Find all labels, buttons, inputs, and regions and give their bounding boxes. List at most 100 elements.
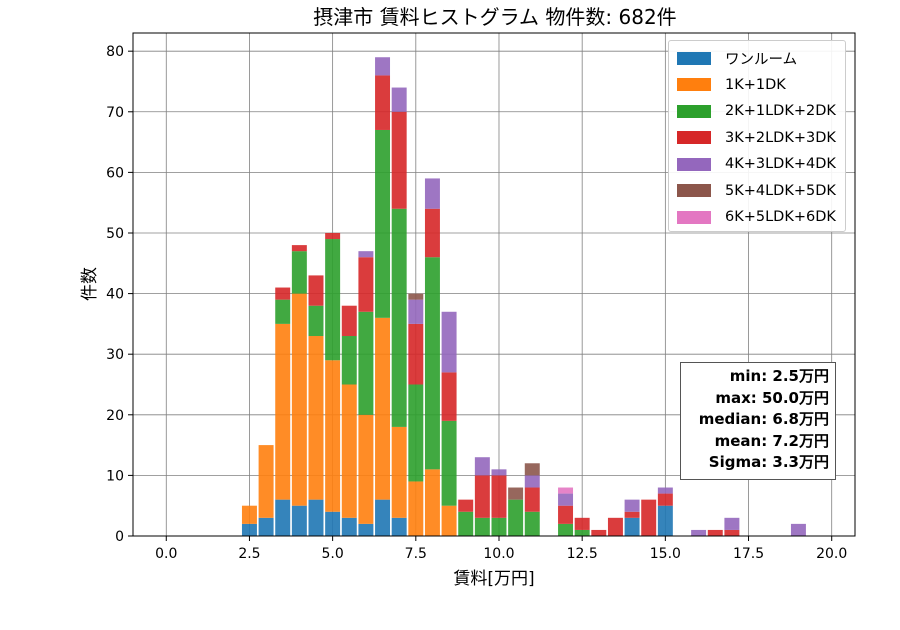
bar-segment-1 bbox=[241, 505, 257, 524]
stat-mean: mean: 7.2万円 bbox=[714, 431, 829, 450]
x-tick-label: 17.5 bbox=[733, 546, 764, 562]
bar-segment-4 bbox=[558, 493, 574, 506]
legend: ワンルーム 1K+1DK 2K+1LDK+2DK 3K+2LDK+3DK 4K+… bbox=[668, 40, 846, 232]
bar-segment-3 bbox=[707, 529, 723, 536]
bar-segment-3 bbox=[358, 257, 374, 312]
stat-sigma: Sigma: 3.3万円 bbox=[708, 453, 829, 471]
bar-segment-2 bbox=[441, 420, 457, 506]
bar-segment-1 bbox=[291, 293, 307, 506]
y-tick-label: 50 bbox=[106, 226, 124, 242]
bar-segment-2 bbox=[275, 299, 291, 324]
x-tick-label: 20.0 bbox=[816, 546, 847, 562]
y-tick-label: 10 bbox=[106, 468, 124, 484]
x-tick-label: 2.5 bbox=[238, 546, 260, 562]
bar-segment-4 bbox=[524, 475, 540, 488]
bar-segment-0 bbox=[341, 517, 357, 536]
bar-segment-4 bbox=[657, 487, 673, 494]
bar-segment-5 bbox=[524, 463, 540, 476]
bar-segment-2 bbox=[291, 251, 307, 294]
bar-segment-0 bbox=[358, 523, 374, 536]
bar-segment-0 bbox=[325, 511, 341, 536]
y-tick-label: 30 bbox=[106, 347, 124, 363]
x-tick-label: 15.0 bbox=[650, 546, 681, 562]
bar-segment-3 bbox=[441, 372, 457, 421]
bar-segment-1 bbox=[375, 317, 391, 500]
bar-segment-2 bbox=[308, 305, 324, 337]
bar-segment-3 bbox=[591, 529, 607, 536]
bar-segment-1 bbox=[441, 505, 457, 536]
bar-segment-1 bbox=[424, 469, 440, 536]
stat-min: min: 2.5万円 bbox=[729, 367, 829, 385]
legend-item-6k: 6K+5LDK+6DK bbox=[677, 204, 845, 231]
bar-segment-6 bbox=[558, 487, 574, 494]
bar-segment-4 bbox=[441, 311, 457, 373]
y-tick-label: 80 bbox=[106, 44, 124, 60]
legend-label-4k: 4K+3LDK+4DK bbox=[725, 156, 836, 173]
bar-segment-1 bbox=[341, 384, 357, 518]
bar-segment-3 bbox=[474, 475, 490, 518]
bar-segment-3 bbox=[624, 511, 640, 518]
bar-segment-2 bbox=[558, 523, 574, 536]
y-tick-label: 60 bbox=[106, 165, 124, 181]
legend-label-oneroom: ワンルーム bbox=[725, 51, 798, 68]
legend-label-5k: 5K+4LDK+5DK bbox=[725, 182, 836, 199]
bar-segment-2 bbox=[474, 517, 490, 536]
legend-swatch-1k bbox=[677, 78, 711, 92]
bar-segment-0 bbox=[657, 505, 673, 536]
y-tick-label: 70 bbox=[106, 105, 124, 121]
y-tick-label: 20 bbox=[106, 408, 124, 424]
bars bbox=[241, 57, 806, 536]
bar-segment-2 bbox=[574, 529, 590, 536]
stats-annotation: min: 2.5万円 max: 50.0万円 median: 6.8万円 mea… bbox=[680, 362, 836, 480]
bar-segment-1 bbox=[358, 414, 374, 524]
legend-label-2k: 2K+1LDK+2DK bbox=[725, 103, 836, 120]
x-tick-label: 10.0 bbox=[483, 546, 514, 562]
legend-swatch-4k bbox=[677, 157, 711, 171]
bar-segment-2 bbox=[325, 239, 341, 361]
legend-item-oneroom: ワンルーム bbox=[677, 45, 845, 72]
bar-segment-2 bbox=[424, 257, 440, 470]
bar-segment-2 bbox=[375, 129, 391, 318]
bar-segment-2 bbox=[341, 336, 357, 385]
legend-swatch-5k bbox=[677, 184, 711, 198]
legend-swatch-2k bbox=[677, 104, 711, 118]
bar-segment-3 bbox=[607, 517, 623, 536]
legend-swatch-oneroom bbox=[677, 51, 711, 65]
bar-segment-3 bbox=[375, 75, 391, 130]
bar-segment-4 bbox=[424, 178, 440, 209]
bar-segment-2 bbox=[524, 511, 540, 536]
bar-segment-2 bbox=[391, 208, 407, 427]
bar-segment-0 bbox=[241, 523, 257, 536]
legend-item-4k: 4K+3LDK+4DK bbox=[677, 151, 845, 178]
bar-segment-4 bbox=[375, 57, 391, 76]
bar-segment-2 bbox=[491, 517, 507, 536]
stat-max: max: 50.0万円 bbox=[715, 388, 829, 407]
legend-item-1k: 1K+1DK bbox=[677, 72, 845, 99]
bar-segment-4 bbox=[491, 469, 507, 476]
bar-segment-4 bbox=[691, 529, 707, 536]
x-tick-label: 5.0 bbox=[321, 546, 343, 562]
legend-label-3k: 3K+2LDK+3DK bbox=[725, 129, 836, 146]
bar-segment-4 bbox=[624, 499, 640, 512]
bar-segment-3 bbox=[524, 487, 540, 512]
bar-segment-3 bbox=[408, 323, 424, 385]
bar-segment-0 bbox=[308, 499, 324, 536]
bar-segment-4 bbox=[391, 87, 407, 112]
bar-segment-2 bbox=[358, 311, 374, 415]
bar-segment-4 bbox=[790, 523, 806, 536]
legend-swatch-6k bbox=[677, 210, 711, 224]
bar-segment-1 bbox=[308, 336, 324, 500]
bar-segment-1 bbox=[391, 426, 407, 518]
legend-item-2k: 2K+1LDK+2DK bbox=[677, 98, 845, 125]
x-axis-label: 賃料[万円] bbox=[453, 569, 534, 589]
bar-segment-2 bbox=[408, 384, 424, 482]
bar-segment-3 bbox=[657, 493, 673, 506]
x-tick-label: 0.0 bbox=[155, 546, 177, 562]
legend-item-5k: 5K+4LDK+5DK bbox=[677, 178, 845, 205]
bar-segment-3 bbox=[458, 499, 474, 512]
bar-segment-3 bbox=[558, 505, 574, 524]
bar-segment-3 bbox=[641, 499, 657, 536]
bar-segment-3 bbox=[424, 208, 440, 258]
bar-segment-5 bbox=[508, 487, 524, 500]
bar-segment-0 bbox=[258, 517, 274, 536]
